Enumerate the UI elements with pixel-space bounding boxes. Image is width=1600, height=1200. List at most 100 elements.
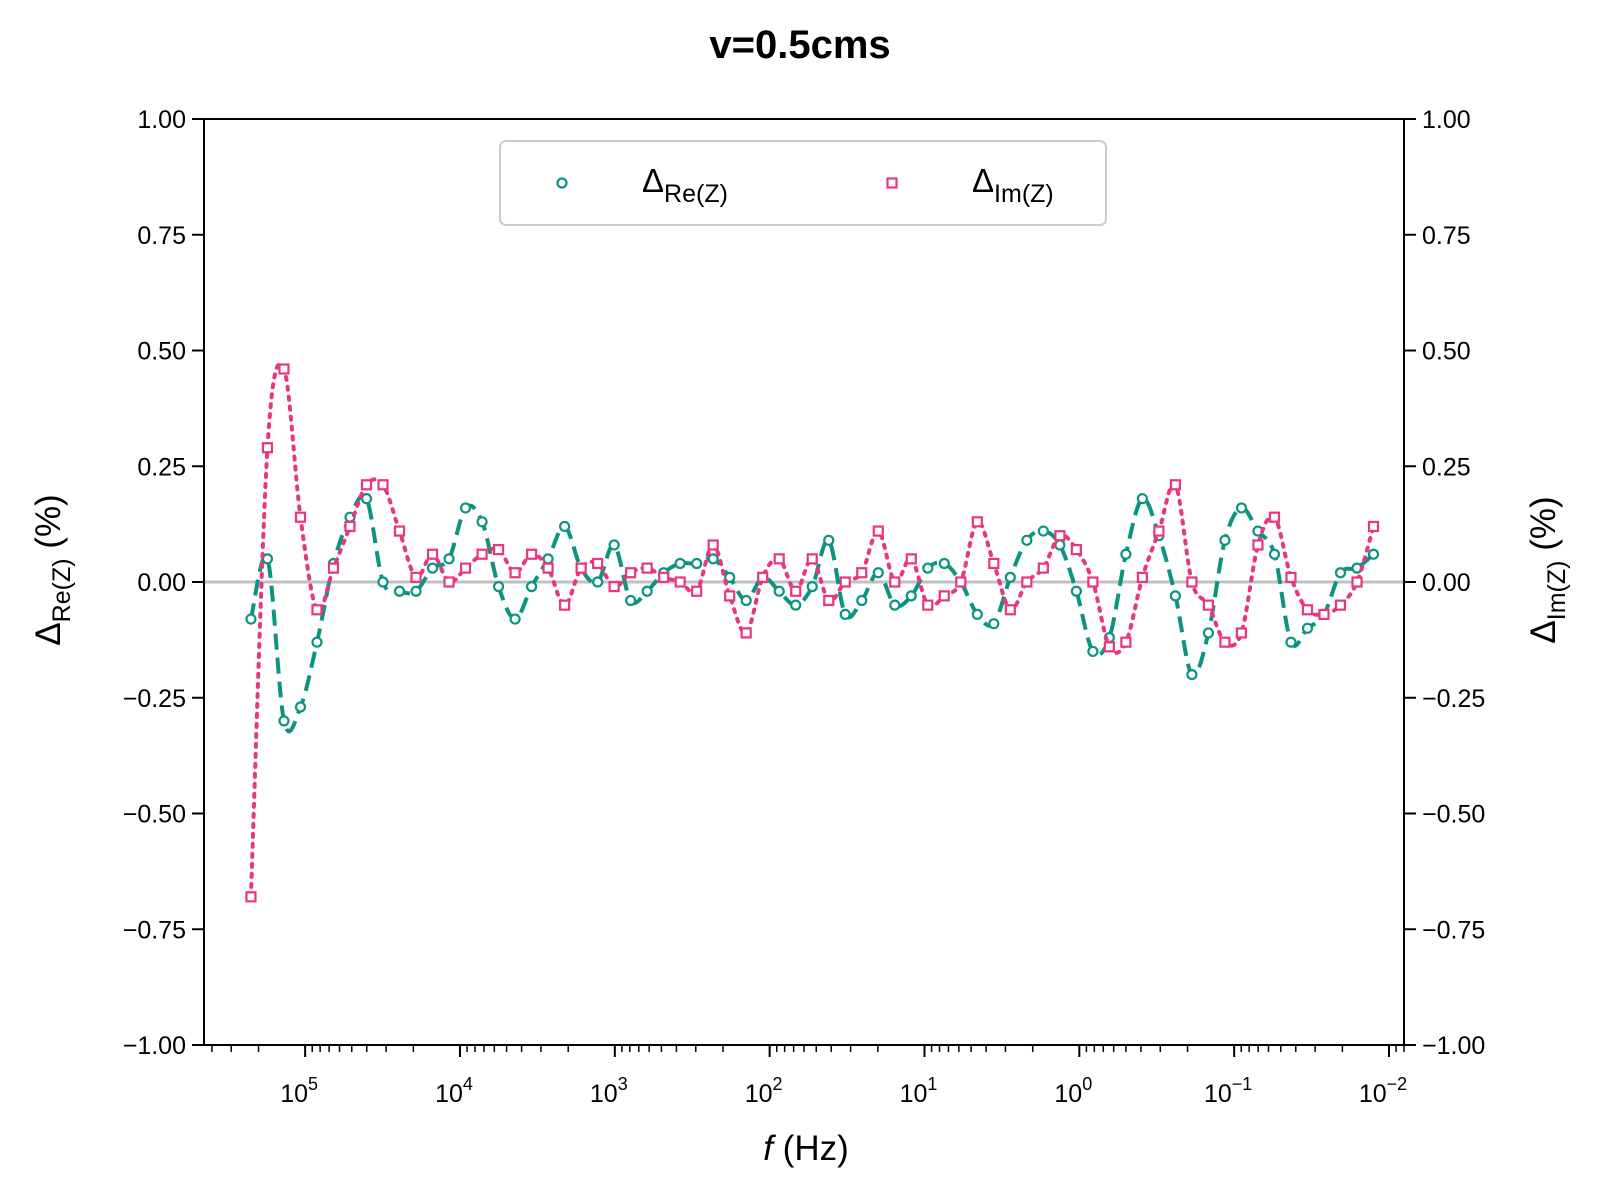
x-tick-label: 10−1: [1204, 1074, 1252, 1108]
y-tick-label-right: −0.75: [1422, 916, 1485, 944]
data-point: [938, 590, 950, 602]
data-point: [724, 571, 736, 583]
y-tick-label-left: 0.50: [137, 338, 186, 366]
y-tick-label-right: −0.25: [1422, 685, 1485, 713]
y-tick-label-left: −1.00: [123, 1032, 186, 1060]
data-point: [707, 539, 719, 551]
data-point: [1268, 548, 1281, 560]
data-point: [261, 442, 274, 454]
data-point: [393, 525, 406, 537]
data-point: [608, 581, 620, 593]
data-point: [691, 557, 703, 570]
y-tick-label-left: −0.50: [123, 801, 186, 829]
data-point: [707, 553, 719, 565]
data-point: [1351, 576, 1363, 588]
data-point: [1037, 562, 1049, 574]
data-point: [459, 562, 472, 574]
series-line: [248, 493, 1375, 734]
data-point: [492, 543, 505, 556]
axes-layer: 1.00 1.00 0.75 0.75 0.50 0.50 0.25 0.25 0.00 0.00…: [123, 106, 1486, 1108]
legend-marker-square: [886, 177, 898, 189]
legend: ΔRe(Z) ΔIm(Z): [499, 140, 1107, 226]
data-point: [1054, 530, 1066, 542]
data-point: [674, 576, 686, 588]
data-point: [1301, 604, 1314, 616]
data-point: [1367, 548, 1380, 560]
data-point: [1219, 534, 1231, 546]
data-point: [1252, 539, 1264, 551]
data-point: [641, 562, 653, 574]
data-point: [1021, 576, 1033, 588]
y-tick-label-right: 0.25: [1422, 453, 1471, 481]
data-point: [740, 594, 752, 607]
data-point: [311, 636, 323, 648]
data-point: [459, 502, 472, 514]
y-tick-label-right: 0.00: [1422, 569, 1471, 597]
y-tick-label-left: 0.75: [137, 222, 186, 250]
data-point: [360, 479, 373, 491]
data-point: [806, 581, 818, 593]
data-point: [674, 557, 686, 570]
series-rez: [245, 493, 1380, 734]
series-layer: [245, 362, 1380, 903]
y-axis-label-right: ΔIm(Z) (%): [1524, 496, 1571, 643]
data-point: [922, 562, 934, 574]
data-point: [1202, 599, 1215, 611]
data-point: [1070, 585, 1082, 597]
x-tick-label: 103: [590, 1074, 628, 1108]
data-point: [839, 576, 851, 588]
data-point: [559, 599, 571, 611]
data-point: [1103, 641, 1115, 653]
data-point: [278, 363, 290, 375]
data-point: [1367, 520, 1380, 533]
x-tick-label: 10−2: [1359, 1074, 1407, 1108]
data-point: [971, 516, 983, 528]
data-point: [476, 516, 488, 528]
series-imz: [245, 362, 1380, 903]
data-point: [492, 581, 505, 593]
data-point: [872, 567, 884, 579]
data-point: [1186, 576, 1198, 588]
data-point: [525, 581, 538, 593]
data-point: [1318, 608, 1330, 621]
data-point: [641, 585, 653, 597]
data-point: [245, 891, 257, 903]
data-point: [1334, 567, 1347, 579]
data-point: [1136, 493, 1148, 505]
y-tick-label-right: −1.00: [1422, 1032, 1485, 1060]
data-point: [311, 604, 323, 616]
data-point: [625, 567, 637, 579]
x-tick-label: 100: [1054, 1074, 1092, 1108]
data-point: [1070, 543, 1082, 556]
data-point: [938, 557, 950, 570]
data-point: [1235, 627, 1248, 639]
data-point: [509, 613, 521, 625]
data-point: [542, 553, 554, 565]
data-point: [410, 585, 422, 597]
x-axis-label: f (Hz): [763, 1129, 849, 1168]
y-axis-label-left: ΔRe(Z) (%): [29, 494, 76, 645]
x-tick-label: 104: [435, 1074, 473, 1108]
y-tick-label-left: −0.25: [123, 685, 186, 713]
data-point: [360, 493, 373, 505]
data-point: [856, 594, 868, 607]
y-tick-label-right: 0.75: [1422, 222, 1471, 250]
data-point: [410, 571, 422, 583]
data-point: [757, 571, 769, 583]
data-point: [426, 562, 439, 574]
data-point: [476, 548, 488, 560]
data-point: [1301, 622, 1314, 634]
legend-label: ΔIm(Z): [972, 162, 1054, 208]
data-point: [592, 576, 604, 588]
data-point: [856, 567, 868, 579]
legend-box: [499, 140, 1107, 226]
data-point: [1120, 548, 1132, 560]
data-point: [905, 553, 917, 565]
data-point: [1268, 511, 1281, 523]
data-point: [872, 525, 884, 537]
x-tick-label: 105: [280, 1074, 318, 1108]
data-point: [922, 599, 934, 611]
data-point: [1136, 571, 1148, 583]
data-point: [1120, 636, 1132, 648]
data-point: [988, 557, 1000, 570]
